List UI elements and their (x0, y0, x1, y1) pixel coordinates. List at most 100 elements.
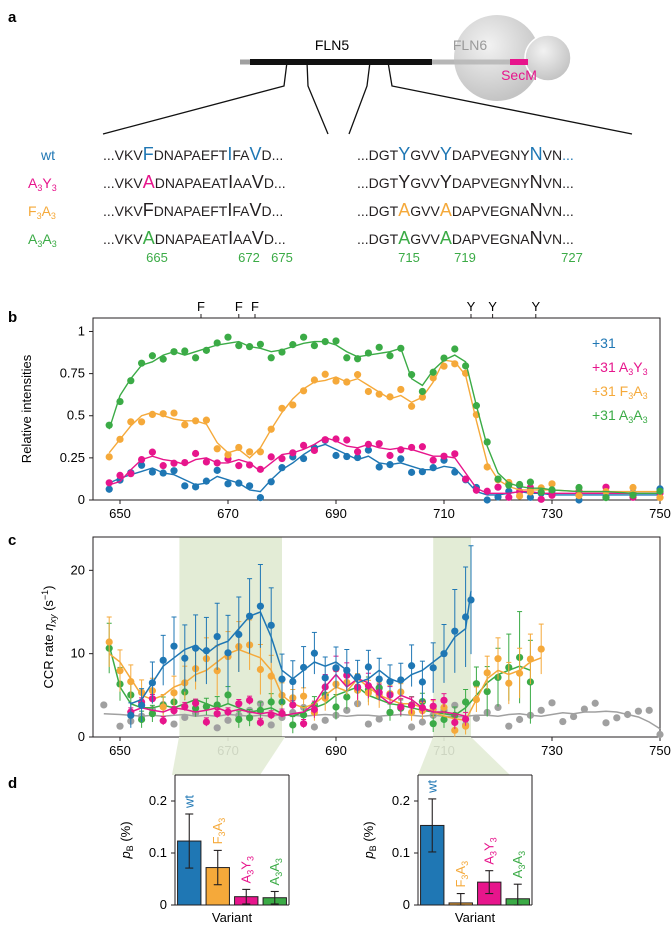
data-point-f3a3 (451, 726, 459, 734)
data-point-wt (408, 468, 416, 476)
data-point-a3a3 (429, 720, 437, 728)
data-point-f3a3 (289, 401, 297, 409)
data-point-a3a3 (127, 377, 135, 385)
sequence-left-3: ...VKVADNAPAEATIAAVD... (103, 228, 286, 248)
data-point-a3y3 (354, 448, 362, 456)
data-point-wt (278, 464, 286, 472)
data-point-wt (494, 493, 502, 501)
data-point-a3a3 (472, 402, 480, 410)
data-point-wt (192, 644, 200, 652)
sequence-right-0: ...DGTYGVVYDAPVEGNYNVN... (357, 144, 574, 164)
data-point-a3y3 (181, 458, 189, 467)
data-point-f3a3 (116, 667, 124, 675)
residue-marker-label: Y (467, 299, 476, 314)
data-point-a3y3 (192, 449, 200, 458)
data-point-wt (364, 663, 372, 671)
data-point-f3a3 (418, 393, 426, 401)
secm-label: SecM (501, 67, 537, 83)
data-point-wt (138, 701, 146, 709)
data-point-wt (418, 468, 426, 476)
data-point-a3y3 (159, 462, 167, 470)
data-point-a3y3 (267, 453, 275, 461)
bar-label-F3A3: F3A3 (453, 861, 470, 888)
data-point-f3a3 (116, 435, 124, 443)
data-point-a3a3 (213, 701, 221, 709)
data-point-wt (429, 664, 437, 672)
data-point-a3a3 (332, 703, 340, 711)
data-point-gray (559, 717, 567, 726)
y-tick-label: 0.2 (392, 793, 410, 808)
data-point-a3a3 (148, 352, 156, 360)
data-point-a3a3 (202, 702, 210, 711)
data-point-a3y3 (418, 704, 426, 712)
plot-frame (92, 317, 661, 501)
data-point-a3y3 (170, 707, 178, 715)
data-point-f3a3 (127, 677, 135, 686)
residue-marker-label: F (197, 299, 205, 314)
data-point-f3a3 (105, 453, 113, 461)
data-point-a3a3 (235, 715, 243, 724)
y-tick-label: 0 (403, 897, 410, 912)
data-point-f3a3 (170, 689, 178, 697)
y-tick-label: 0 (78, 492, 85, 507)
data-point-wt (462, 613, 470, 621)
legend-entry: +31 A3Y3 (592, 359, 648, 377)
y-tick-label: 10 (71, 646, 85, 661)
data-point-a3y3 (289, 449, 297, 457)
data-point-f3a3 (256, 448, 264, 456)
y-tick-label: 1 (78, 323, 85, 338)
data-point-a3a3 (440, 715, 448, 724)
data-point-a3y3 (472, 486, 480, 494)
data-point-f3a3 (472, 695, 480, 704)
data-point-f3a3 (656, 494, 664, 502)
data-point-f3a3 (397, 385, 405, 394)
residue-marker-label: Y (531, 299, 540, 314)
data-point-a3y3 (289, 701, 297, 709)
data-point-wt (170, 467, 178, 475)
sequence-right-1: ...DGTYGVVYDAPVEGNYNVN... (357, 172, 574, 192)
data-point-a3y3 (386, 451, 394, 460)
data-point-wt (267, 621, 275, 629)
data-point-a3y3 (462, 715, 470, 723)
data-point-a3y3 (408, 443, 416, 452)
data-point-f3a3 (440, 703, 448, 712)
position-672: 672 (238, 250, 260, 265)
variant-a3a3: A3A3 (28, 231, 57, 249)
residue-marker-label: F (251, 299, 259, 314)
bar-label-wt: wt (424, 780, 439, 794)
data-point-f3a3 (224, 451, 232, 459)
data-point-a3y3 (537, 495, 545, 503)
data-point-gray (516, 715, 524, 724)
data-point-a3y3 (159, 717, 167, 725)
data-point-wt (256, 494, 264, 502)
x-tick-label: 690 (325, 506, 347, 521)
bar-label-A3A3: A3A3 (510, 851, 527, 878)
legend-entry: +31 (592, 335, 616, 351)
data-point-f3a3 (332, 377, 340, 385)
data-point-wt (159, 469, 167, 477)
series-line-a3a3 (108, 340, 660, 494)
data-point-a3y3 (267, 711, 275, 719)
data-point-f3a3 (300, 387, 308, 395)
data-point-gray (343, 706, 351, 714)
bar-label-F3A3: F3A3 (210, 818, 227, 845)
data-point-wt (397, 455, 405, 463)
data-point-wt (300, 454, 308, 463)
bar-label-A3Y3: A3Y3 (238, 856, 255, 883)
data-point-gray (634, 707, 643, 715)
data-point-a3a3 (516, 480, 524, 489)
data-point-a3a3 (494, 475, 502, 483)
data-point-gray (472, 714, 480, 722)
data-point-a3a3 (397, 344, 405, 352)
data-point-a3a3 (575, 483, 583, 492)
data-point-f3a3 (246, 448, 254, 456)
data-point-a3a3 (192, 704, 200, 712)
data-point-gray (591, 699, 599, 707)
data-point-a3a3 (343, 693, 351, 701)
data-point-wt (246, 482, 254, 490)
x-tick-label: 750 (649, 506, 671, 521)
fln5-label: FLN5 (315, 37, 349, 53)
series-line-a3y3 (108, 436, 660, 494)
data-point-wt (202, 647, 210, 655)
